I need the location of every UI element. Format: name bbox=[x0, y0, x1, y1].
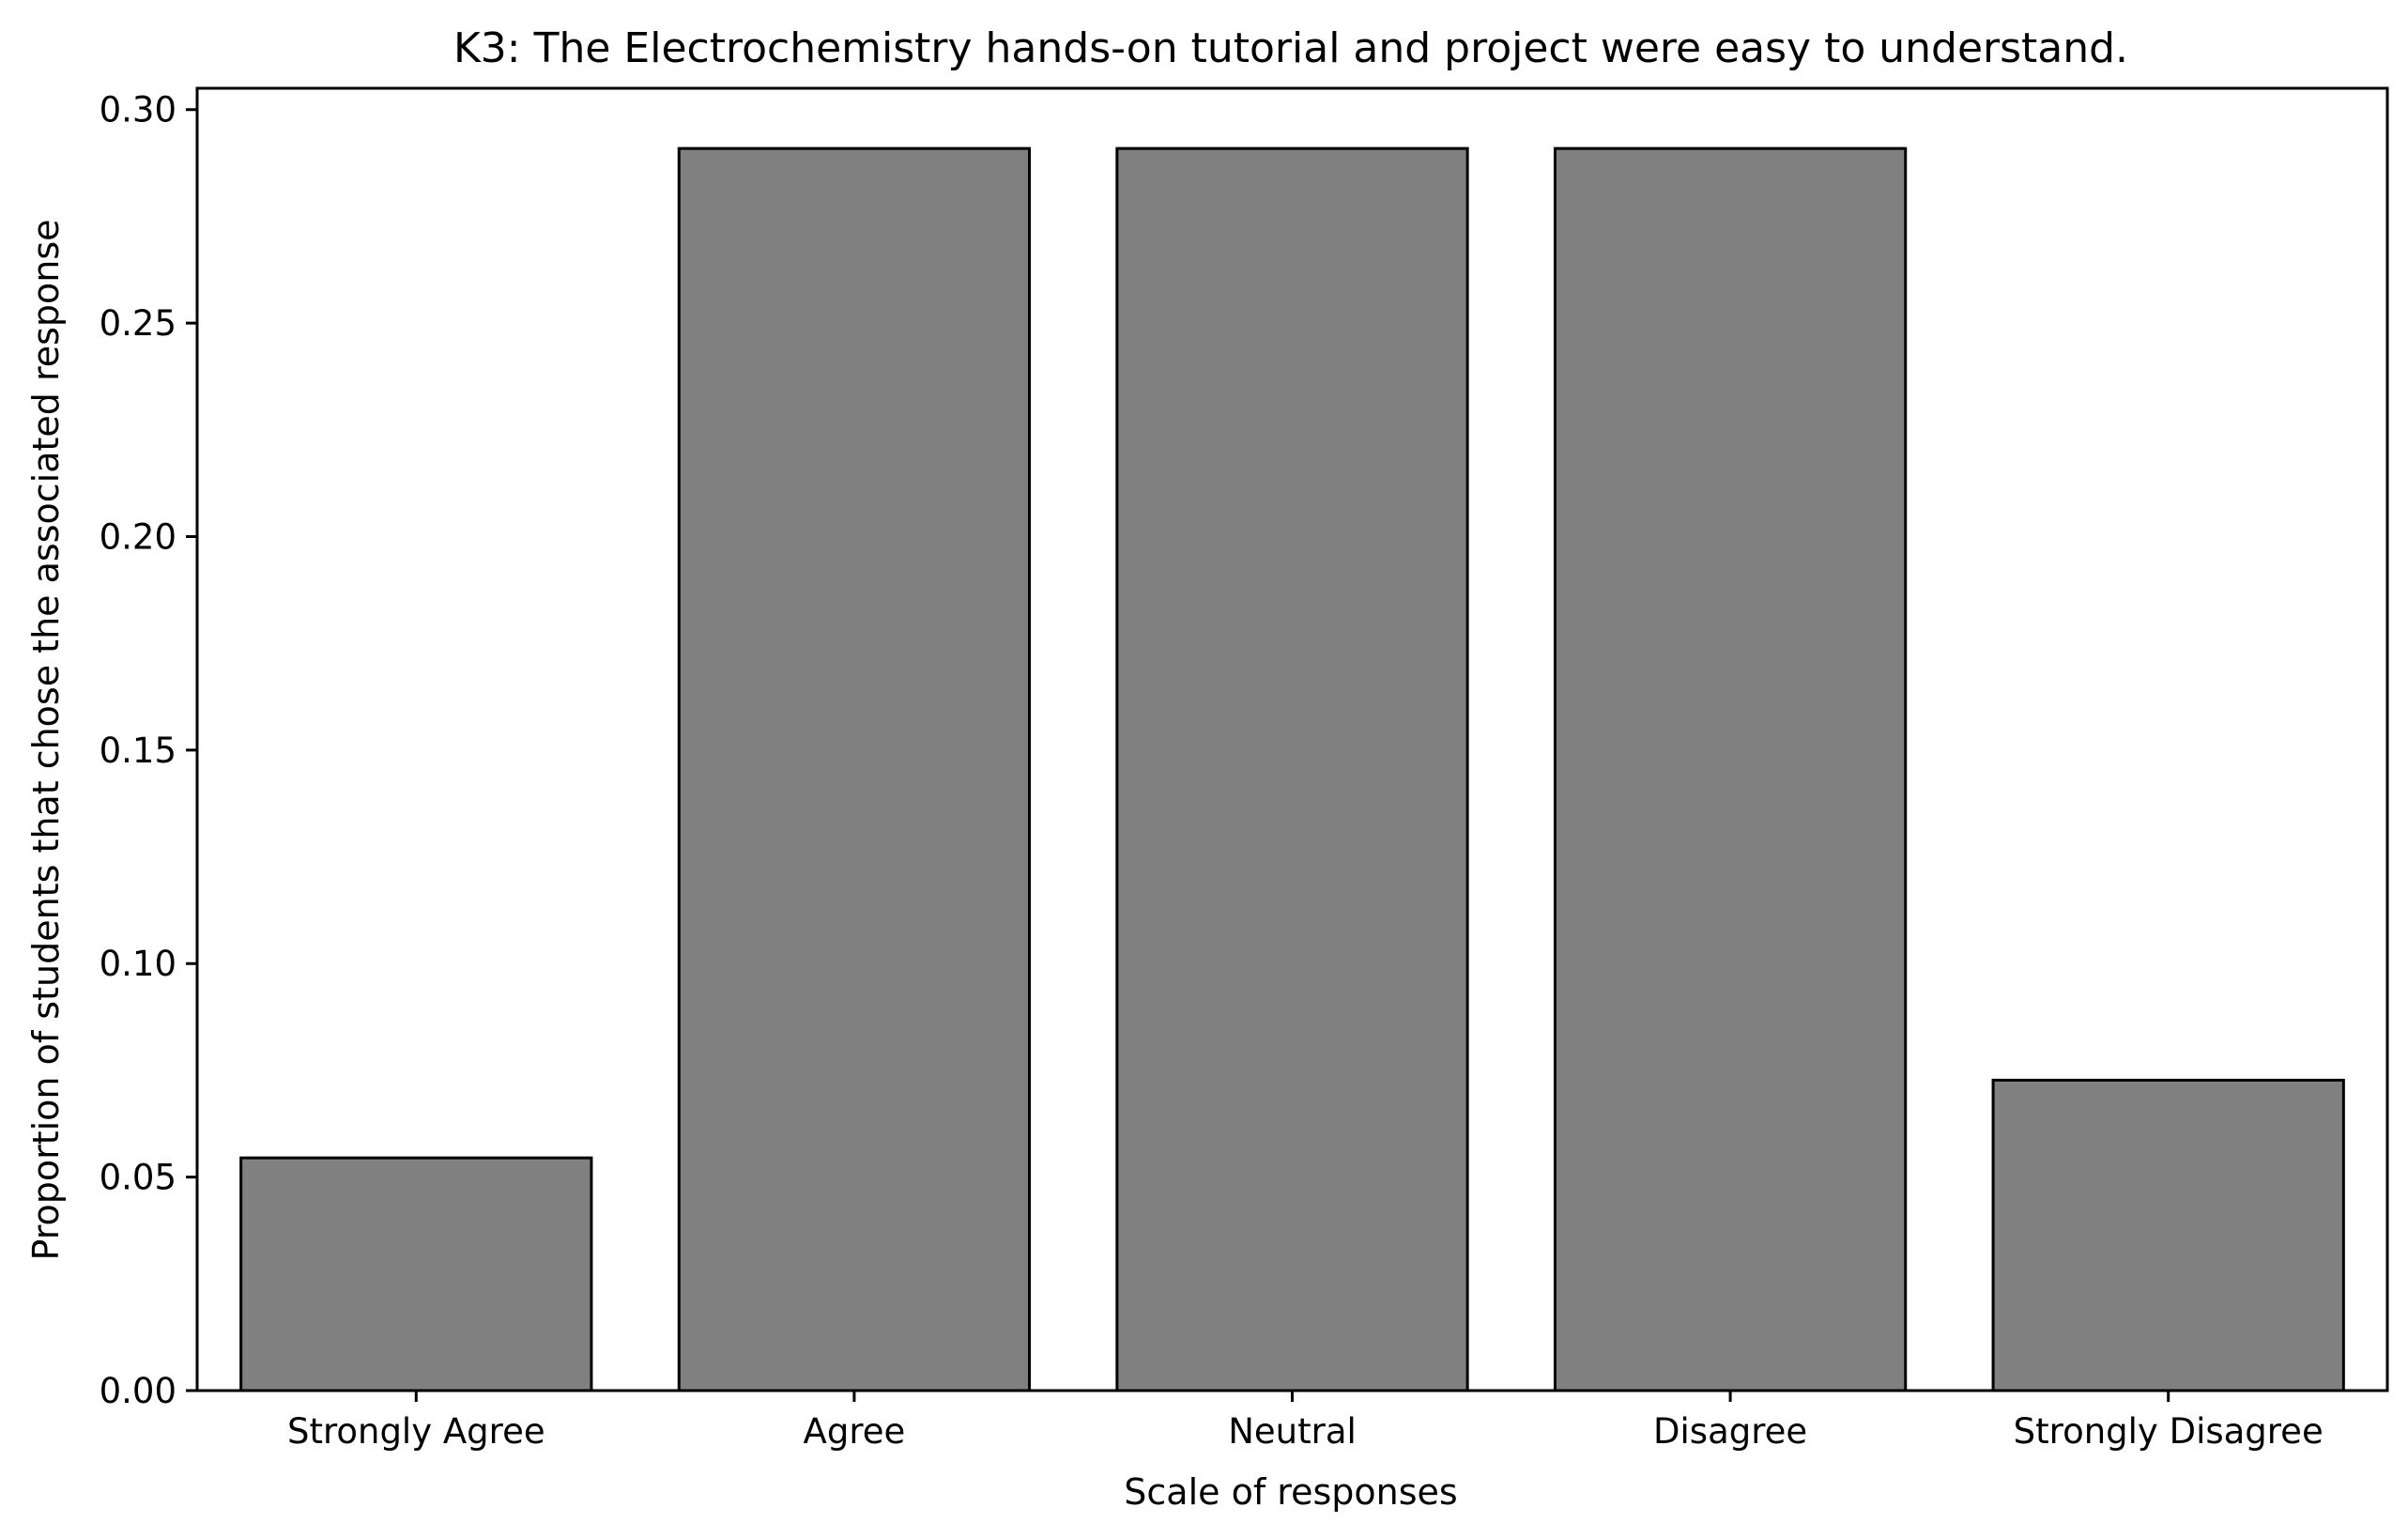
y-tick-label: 0.15 bbox=[100, 731, 176, 771]
bar-strongly-agree bbox=[239, 1156, 593, 1392]
bar-disagree bbox=[1553, 146, 1908, 1392]
x-tick-label: Strongly Agree bbox=[287, 1411, 545, 1452]
y-axis-label: Proportion of students that chose the as… bbox=[25, 219, 67, 1260]
y-tick-label: 0.30 bbox=[100, 90, 176, 131]
bar-strongly-disagree bbox=[1991, 1078, 2345, 1392]
y-tick-label: 0.05 bbox=[100, 1158, 176, 1198]
x-tick-label: Strongly Disagree bbox=[2014, 1411, 2324, 1452]
x-tick-label: Disagree bbox=[1653, 1411, 1807, 1452]
y-tick-label: 0.00 bbox=[100, 1371, 176, 1411]
y-tick-label: 0.20 bbox=[100, 516, 176, 557]
bar-agree bbox=[677, 146, 1032, 1392]
x-tick-label: Neutral bbox=[1228, 1411, 1357, 1452]
y-axis-ticks: 0.00 0.05 0.10 0.15 0.20 0.25 0.30 bbox=[100, 90, 197, 1411]
x-tick-label: Agree bbox=[804, 1411, 906, 1452]
plot-frame bbox=[195, 86, 2389, 1392]
bars-group bbox=[239, 146, 2345, 1392]
x-axis-label: Scale of responses bbox=[1124, 1471, 1457, 1513]
y-tick-label: 0.10 bbox=[100, 944, 176, 984]
chart-title: K3: The Electrochemistry hands-on tutori… bbox=[453, 24, 2128, 72]
y-tick-label: 0.25 bbox=[100, 303, 176, 344]
bar-neutral bbox=[1115, 146, 1469, 1392]
x-axis-ticks: Strongly Agree Agree Neutral Disagree Strong… bbox=[287, 1391, 2324, 1452]
